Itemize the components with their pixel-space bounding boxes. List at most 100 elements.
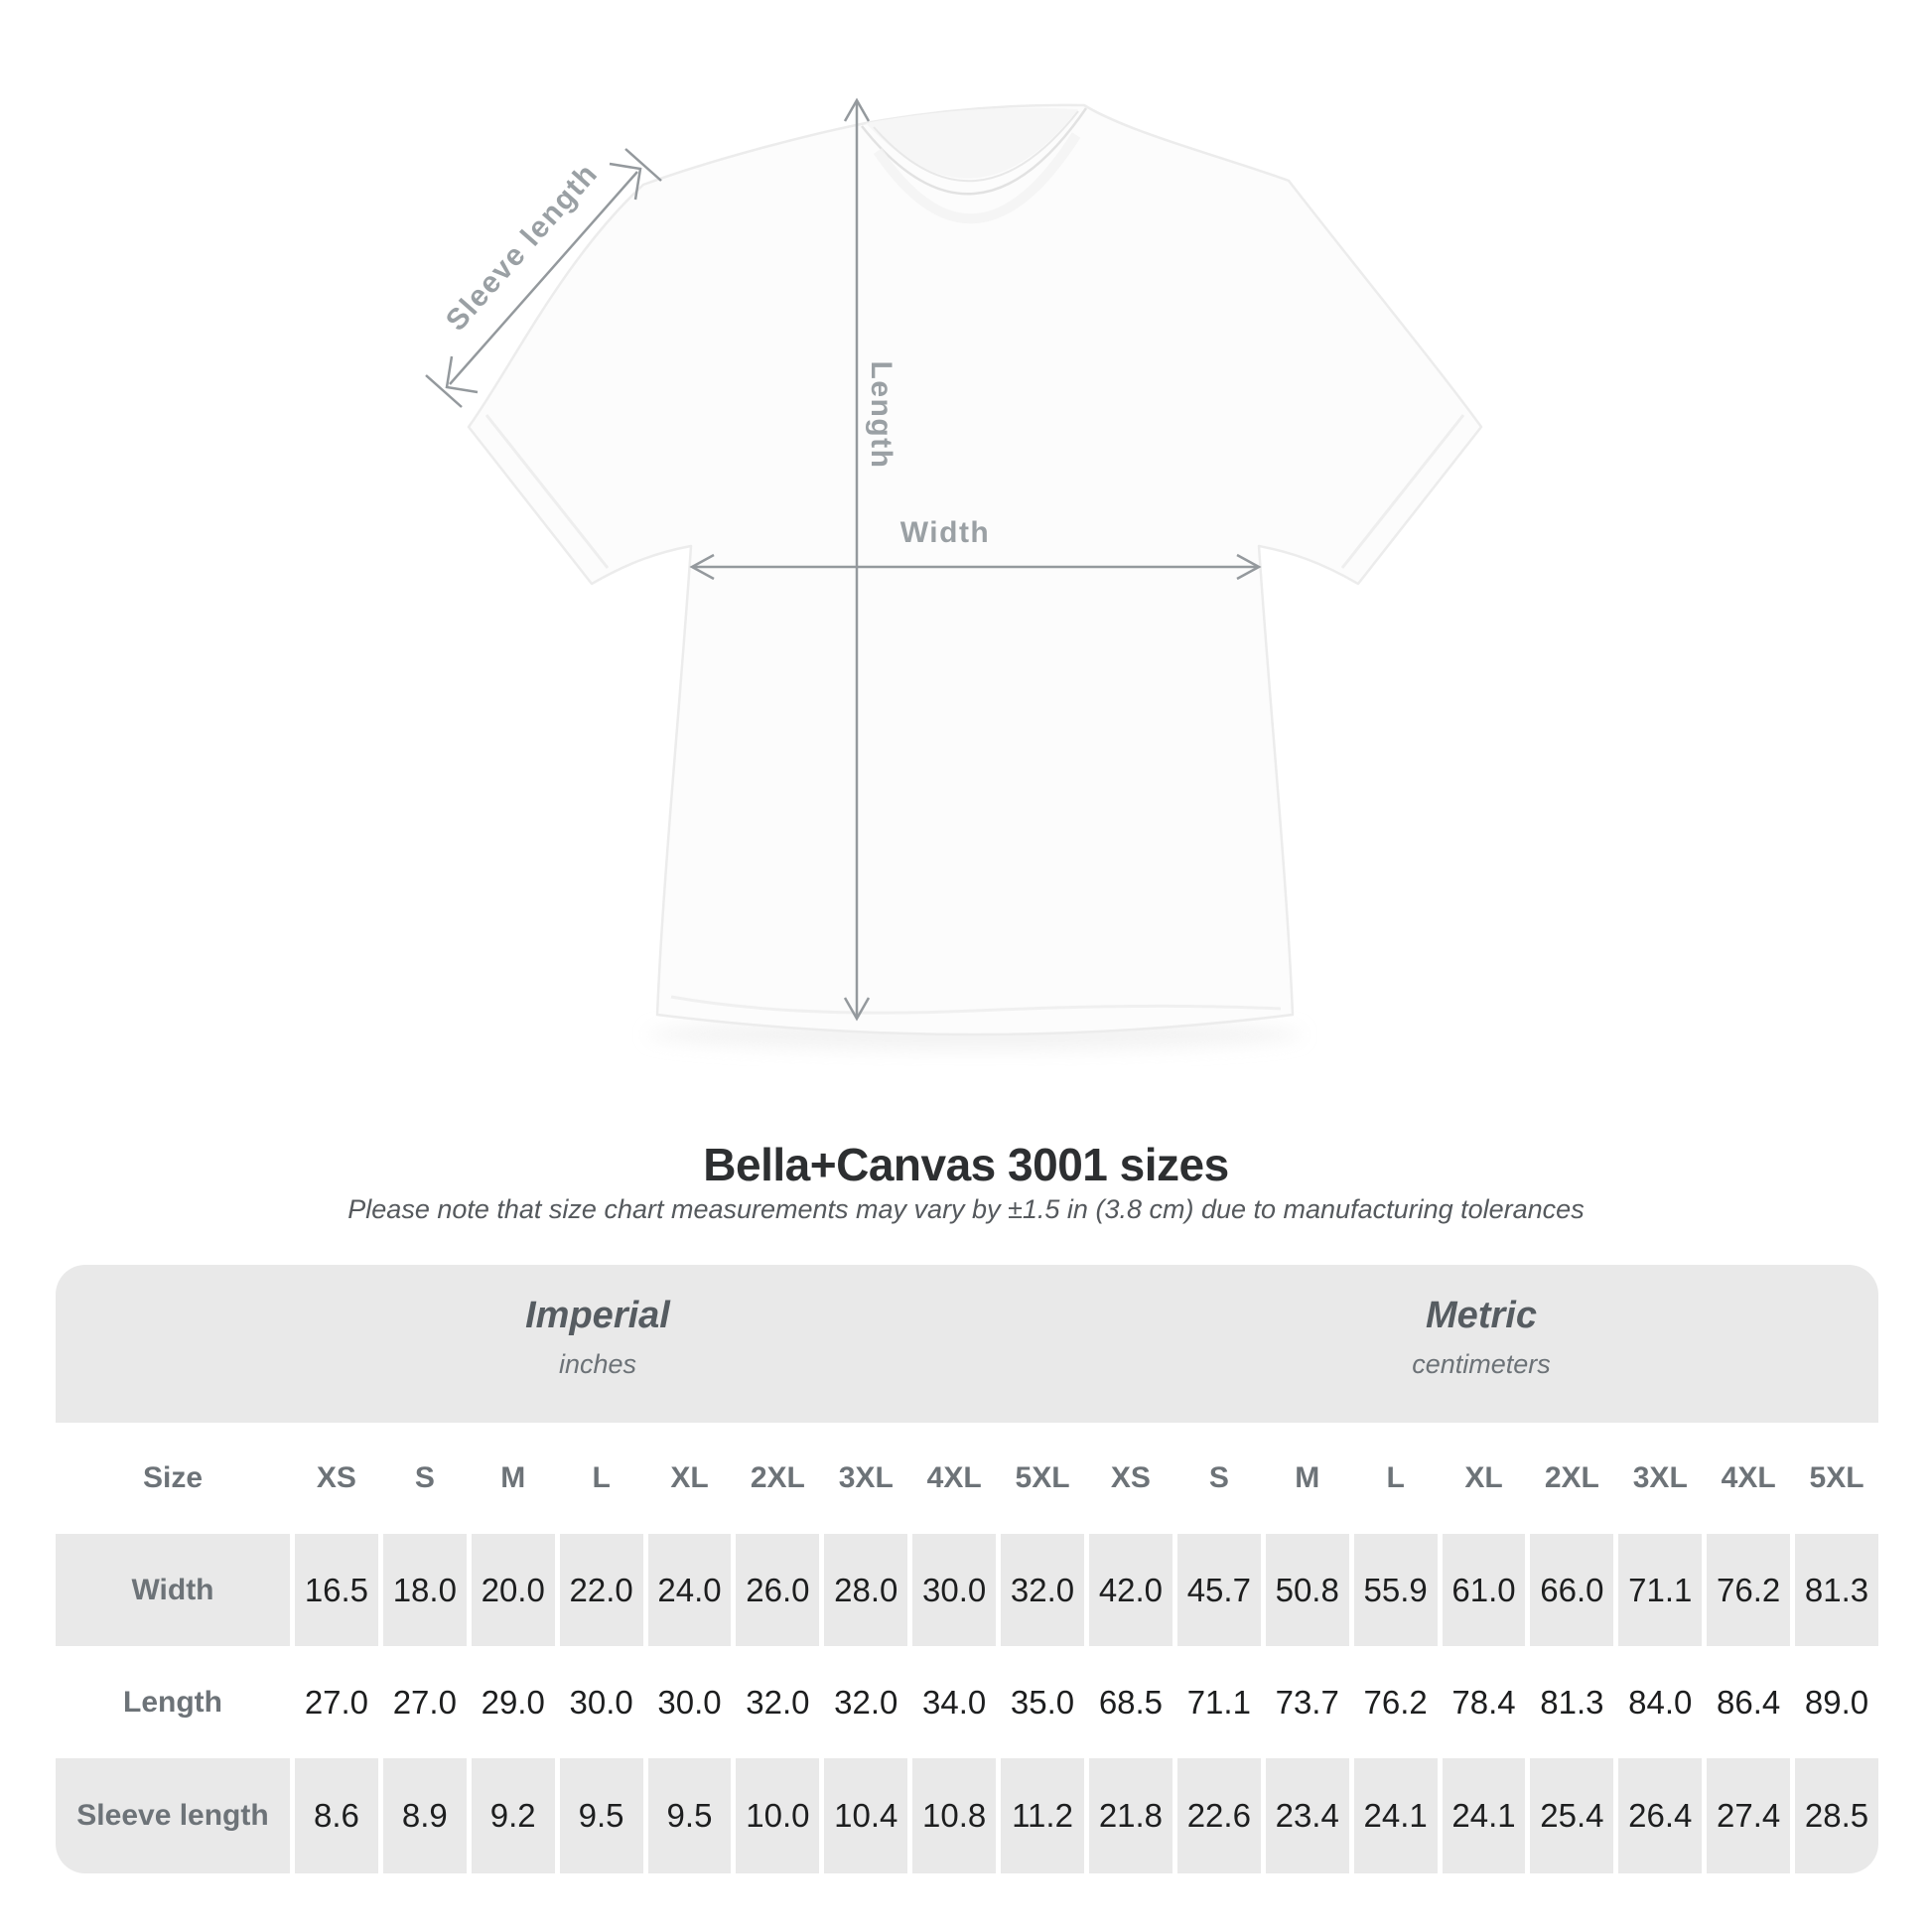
length-metric-value: 81.3 [1525,1646,1614,1758]
sleeve-imperial-value: 9.5 [642,1758,732,1873]
width-metric-value: 55.9 [1348,1534,1438,1646]
metric-sublabel: centimeters [1412,1349,1551,1379]
width-metric-value: 42.0 [1083,1534,1173,1646]
sleeve-metric-value: 26.4 [1613,1758,1703,1873]
size-header: XL [642,1423,732,1534]
width-metric-value: 76.2 [1702,1534,1791,1646]
sleeve-metric-value: 24.1 [1348,1758,1438,1873]
size-header: S [377,1423,467,1534]
width-imperial-value: 22.0 [554,1534,643,1646]
collar-shadow [873,132,1081,223]
length-metric-value: 71.1 [1172,1646,1261,1758]
length-imperial-value: 34.0 [907,1646,997,1758]
size-header: XL [1437,1423,1526,1534]
row-label: Sleeve length [56,1758,290,1873]
width-imperial-value: 30.0 [907,1534,997,1646]
size-header: XS [290,1423,378,1534]
neck-opening [866,107,1078,179]
sleeve-metric-value: 25.4 [1525,1758,1614,1873]
length-metric-value: 68.5 [1083,1646,1173,1758]
left-cuff-seam [484,414,610,569]
length-imperial-value: 35.0 [996,1646,1084,1758]
row-label: Length [56,1646,290,1758]
sleeve-imperial-value: 9.5 [554,1758,643,1873]
width-imperial-value: 16.5 [290,1534,378,1646]
width-imperial-value: 26.0 [731,1534,820,1646]
sleeve-imperial-value: 10.4 [819,1758,908,1873]
length-imperial-value: 27.0 [290,1646,378,1758]
length-metric-value: 78.4 [1437,1646,1526,1758]
sleeve-imperial-value: 10.0 [731,1758,820,1873]
width-label: Width [900,516,991,549]
length-arrow [843,97,871,1022]
sleeve-metric-value: 23.4 [1260,1758,1349,1873]
length-metric-value: 73.7 [1260,1646,1349,1758]
sleeve-metric-value: 28.5 [1790,1758,1878,1873]
page-subtitle: Please note that size chart measurements… [347,1194,1585,1224]
size-table: Imperial inches Metric centimeters Size … [56,1265,1878,1873]
width-imperial-value: 28.0 [819,1534,908,1646]
size-header: 3XL [819,1423,908,1534]
size-header: 4XL [1702,1423,1791,1534]
length-label: Length [865,361,897,470]
width-metric-value: 66.0 [1525,1534,1614,1646]
imperial-header: Imperial inches [56,1265,1084,1423]
sleeve-metric-value: 22.6 [1172,1758,1261,1873]
width-metric-value: 50.8 [1260,1534,1349,1646]
tshirt-diagram: Length Width Sleeve length [425,97,1483,1050]
width-imperial-value: 24.0 [642,1534,732,1646]
unit-header-band: Imperial inches Metric centimeters [56,1265,1878,1423]
size-header: L [1348,1423,1438,1534]
sleeve-metric-value: 24.1 [1437,1758,1526,1873]
size-header: 5XL [996,1423,1084,1534]
size-header: L [554,1423,643,1534]
metric-header: Metric centimeters [1084,1265,1878,1423]
length-imperial-value: 30.0 [554,1646,643,1758]
imperial-sublabel: inches [558,1349,637,1379]
width-imperial-value: 20.0 [466,1534,555,1646]
size-header: 4XL [907,1423,997,1534]
tshirt-graphic: Length Width Sleeve length [425,97,1483,1050]
metric-label: Metric [1426,1295,1537,1336]
table-row-sleeve-length: Sleeve length 8.6 8.9 9.2 9.5 9.5 10.0 1… [56,1758,1878,1873]
width-metric-value: 71.1 [1613,1534,1703,1646]
width-imperial-value: 18.0 [377,1534,467,1646]
sleeve-imperial-value: 8.9 [377,1758,467,1873]
sleeve-imperial-value: 9.2 [466,1758,555,1873]
row-label: Width [56,1534,290,1646]
imperial-label: Imperial [525,1295,670,1336]
size-header: XS [1083,1423,1173,1534]
size-header-row: Size XS S M L XL 2XL 3XL 4XL 5XL XS S M … [56,1423,1878,1534]
length-imperial-value: 29.0 [466,1646,555,1758]
sleeve-metric-value: 27.4 [1702,1758,1791,1873]
length-metric-value: 76.2 [1348,1646,1438,1758]
collar-outer-seam [861,107,1088,196]
length-metric-value: 84.0 [1613,1646,1703,1758]
sleeve-imperial-value: 8.6 [290,1758,378,1873]
length-imperial-value: 32.0 [819,1646,908,1758]
length-imperial-value: 30.0 [642,1646,732,1758]
size-column-header: Size [56,1423,290,1534]
width-metric-value: 45.7 [1172,1534,1261,1646]
hem-seam [670,995,1282,1015]
sleeve-imperial-value: 10.8 [907,1758,997,1873]
width-metric-value: 61.0 [1437,1534,1526,1646]
page-title: Bella+Canvas 3001 sizes [703,1139,1229,1190]
width-arrow [689,553,1262,581]
length-imperial-value: 32.0 [731,1646,820,1758]
size-header: M [466,1423,555,1534]
size-header: 2XL [731,1423,820,1534]
sleeve-imperial-value: 11.2 [996,1758,1084,1873]
sleeve-length-arrow [425,148,662,408]
size-header: 2XL [1525,1423,1614,1534]
width-imperial-value: 32.0 [996,1534,1084,1646]
length-metric-value: 89.0 [1790,1646,1878,1758]
table-row-length: Length 27.0 27.0 29.0 30.0 30.0 32.0 32.… [56,1646,1878,1758]
collar-inner-seam [873,110,1079,183]
table-row-width: Width 16.5 18.0 20.0 22.0 24.0 26.0 28.0… [56,1534,1878,1646]
size-header: 5XL [1790,1423,1878,1534]
length-metric-value: 86.4 [1702,1646,1791,1758]
size-header: 3XL [1613,1423,1703,1534]
length-imperial-value: 27.0 [377,1646,467,1758]
